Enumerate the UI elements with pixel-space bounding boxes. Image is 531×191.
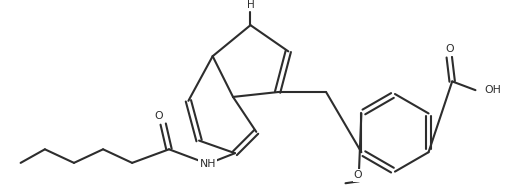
- Text: O: O: [354, 171, 363, 180]
- Text: NH: NH: [200, 159, 216, 169]
- Text: H: H: [246, 0, 254, 10]
- Text: O: O: [445, 45, 453, 54]
- Text: O: O: [154, 111, 162, 121]
- Text: OH: OH: [484, 85, 501, 95]
